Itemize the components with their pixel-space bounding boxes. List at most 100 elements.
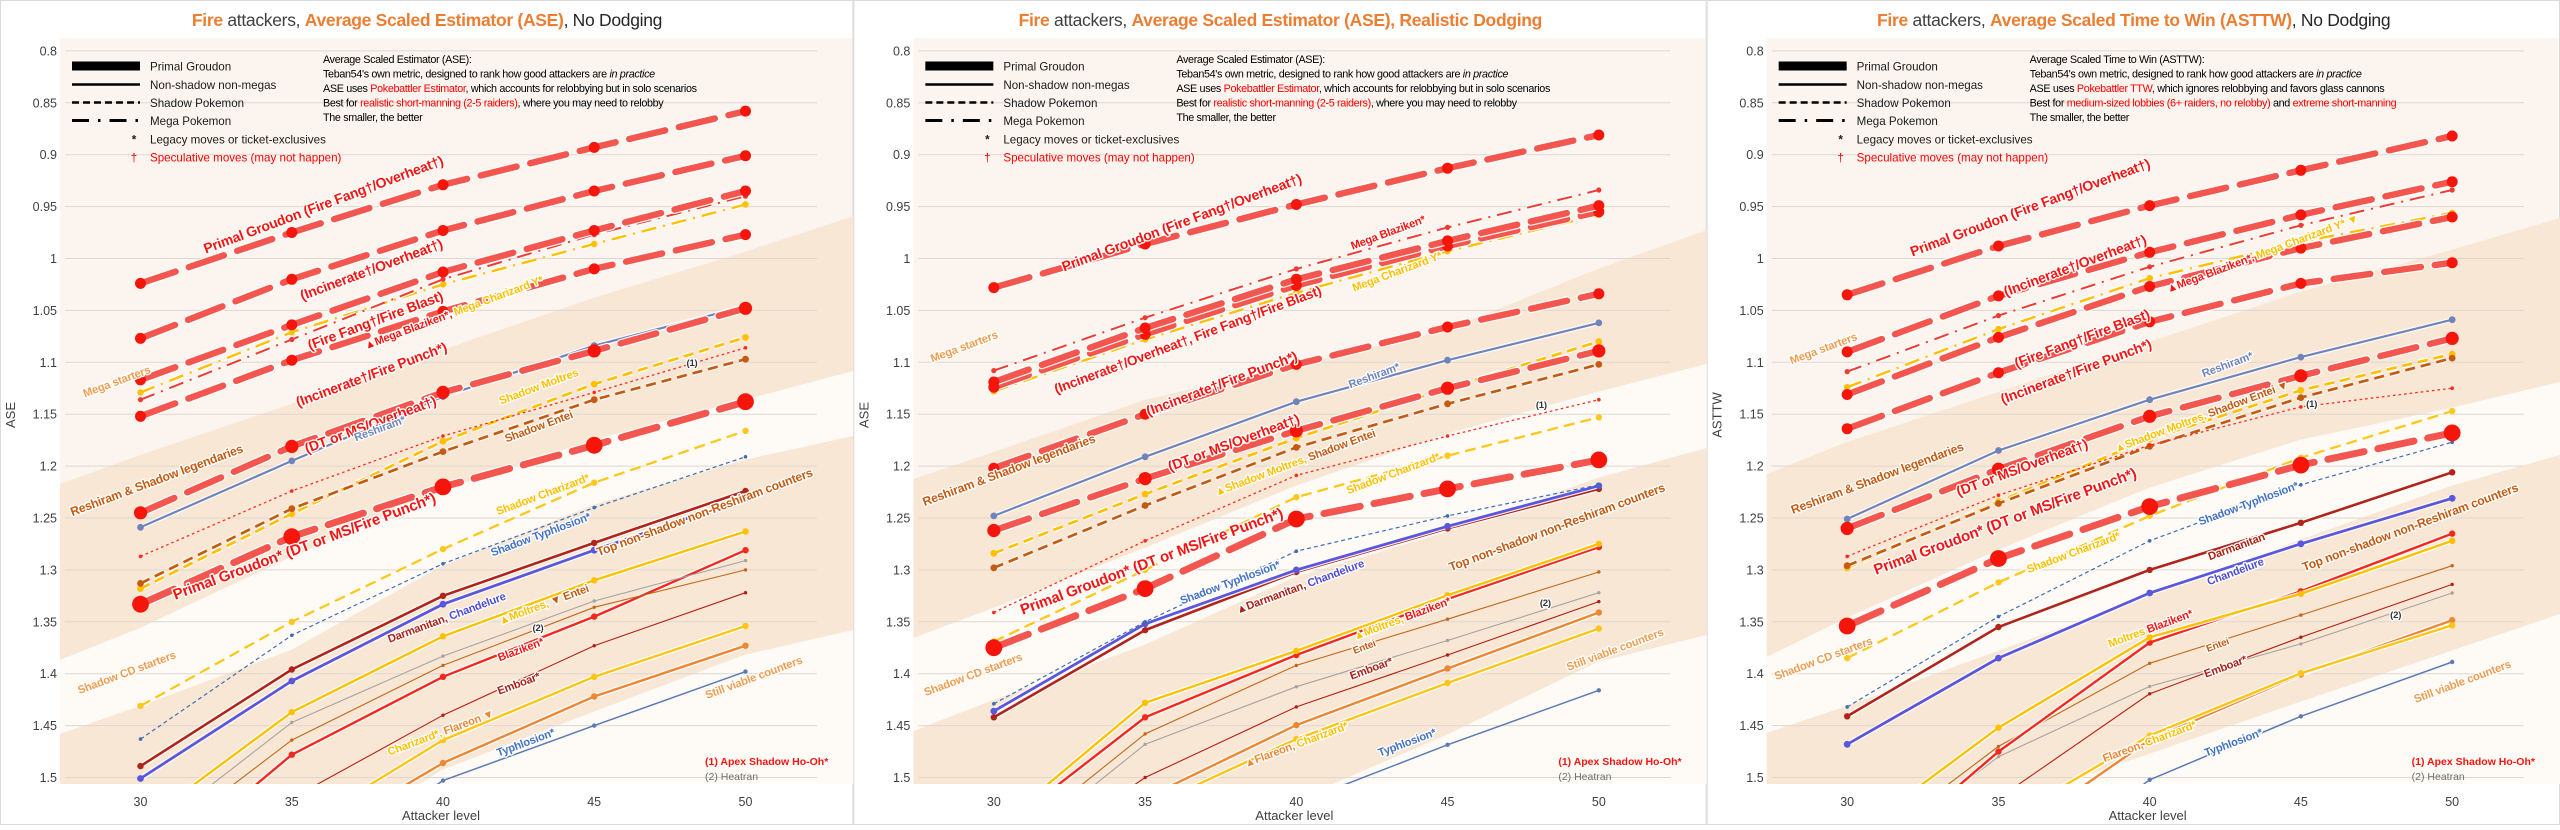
svg-text:1.1: 1.1 <box>893 356 910 370</box>
svg-text:Legacy moves or ticket-exclusi: Legacy moves or ticket-exclusives <box>150 134 326 147</box>
svg-text:30: 30 <box>134 795 148 809</box>
svg-text:0.85: 0.85 <box>33 96 57 110</box>
svg-text:Shadow Pokemon: Shadow Pokemon <box>1857 97 1951 110</box>
svg-text:ASE uses Pokebattler Estimator: ASE uses Pokebattler Estimator, which ac… <box>1176 83 1551 95</box>
svg-text:40: 40 <box>436 795 450 809</box>
svg-text:0.95: 0.95 <box>886 200 910 214</box>
svg-text:†: † <box>984 152 990 165</box>
svg-text:(1) Apex Shadow Ho-Oh*: (1) Apex Shadow Ho-Oh* <box>2412 756 2536 768</box>
svg-text:Fire attackers, Average Scaled: Fire attackers, Average Scaled Estimator… <box>192 10 662 30</box>
svg-text:(1) Apex Shadow Ho-Oh*: (1) Apex Shadow Ho-Oh* <box>1558 756 1682 768</box>
svg-text:1.3: 1.3 <box>40 563 57 577</box>
svg-text:1.45: 1.45 <box>886 719 910 733</box>
svg-text:1.4: 1.4 <box>893 667 910 681</box>
svg-text:1: 1 <box>903 252 910 266</box>
svg-text:1: 1 <box>50 252 57 266</box>
svg-text:Primal Groudon: Primal Groudon <box>1003 61 1084 74</box>
svg-text:1.5: 1.5 <box>40 771 57 785</box>
svg-text:1.1: 1.1 <box>1746 356 1763 370</box>
svg-text:†: † <box>131 152 137 165</box>
svg-text:0.9: 0.9 <box>40 148 57 162</box>
svg-text:(2): (2) <box>1540 598 1551 609</box>
svg-text:(2): (2) <box>2390 610 2401 621</box>
svg-text:Average Scaled Time to Win (AS: Average Scaled Time to Win (ASTTW): <box>2030 54 2205 66</box>
svg-text:The smaller, the better: The smaller, the better <box>1176 112 1276 124</box>
svg-text:1.2: 1.2 <box>40 460 57 474</box>
svg-text:1.2: 1.2 <box>893 460 910 474</box>
svg-text:1.2: 1.2 <box>1746 460 1763 474</box>
svg-text:(1): (1) <box>1536 400 1547 411</box>
svg-text:45: 45 <box>1441 795 1455 809</box>
svg-text:1.05: 1.05 <box>1739 304 1763 318</box>
svg-text:(1): (1) <box>686 358 697 369</box>
svg-text:Attacker level: Attacker level <box>402 808 480 823</box>
svg-text:1.25: 1.25 <box>33 512 57 526</box>
svg-text:Primal Groudon: Primal Groudon <box>1857 61 1938 74</box>
svg-text:Speculative moves (may not hap: Speculative moves (may not happen) <box>1857 152 2049 165</box>
svg-text:1.3: 1.3 <box>1746 563 1763 577</box>
svg-text:ASE: ASE <box>3 402 18 428</box>
svg-text:50: 50 <box>739 795 753 809</box>
svg-text:45: 45 <box>587 795 601 809</box>
svg-text:1.15: 1.15 <box>33 408 57 422</box>
svg-text:0.85: 0.85 <box>1739 96 1763 110</box>
svg-text:1.15: 1.15 <box>1739 408 1763 422</box>
svg-text:ASE uses Pokebattler Estimator: ASE uses Pokebattler Estimator, which ac… <box>323 83 698 95</box>
svg-text:35: 35 <box>1992 795 2006 809</box>
svg-text:0.8: 0.8 <box>1746 44 1763 58</box>
svg-text:1: 1 <box>1757 252 1764 266</box>
svg-text:The smaller, the better: The smaller, the better <box>323 112 423 124</box>
svg-text:1.1: 1.1 <box>40 356 57 370</box>
svg-text:Non-shadow non-megas: Non-shadow non-megas <box>1857 79 1984 92</box>
svg-text:(2) Heatran: (2) Heatran <box>705 771 758 783</box>
svg-text:0.8: 0.8 <box>893 44 910 58</box>
svg-text:1.35: 1.35 <box>1739 615 1763 629</box>
svg-text:50: 50 <box>2445 795 2459 809</box>
svg-text:Teban54's own metric, designed: Teban54's own metric, designed to rank h… <box>2030 69 2362 81</box>
svg-text:Average Scaled Estimator (ASE): Average Scaled Estimator (ASE): <box>1176 54 1325 66</box>
svg-text:Attacker level: Attacker level <box>1255 808 1333 823</box>
svg-text:†: † <box>1837 152 1843 165</box>
svg-text:1.4: 1.4 <box>1746 667 1763 681</box>
svg-text:0.9: 0.9 <box>893 148 910 162</box>
svg-text:0.8: 0.8 <box>40 44 57 58</box>
svg-text:1.4: 1.4 <box>40 667 57 681</box>
svg-text:0.95: 0.95 <box>33 200 57 214</box>
svg-text:ASE: ASE <box>856 402 871 428</box>
svg-text:40: 40 <box>1289 795 1303 809</box>
svg-text:Mega Pokemon: Mega Pokemon <box>1003 115 1084 128</box>
svg-text:1.35: 1.35 <box>886 615 910 629</box>
svg-text:*: * <box>985 134 990 147</box>
svg-text:35: 35 <box>1138 795 1152 809</box>
svg-text:1.45: 1.45 <box>1739 719 1763 733</box>
svg-text:0.9: 0.9 <box>1746 148 1763 162</box>
svg-text:Speculative moves (may not hap: Speculative moves (may not happen) <box>1003 152 1195 165</box>
svg-text:Non-shadow non-megas: Non-shadow non-megas <box>150 79 277 92</box>
svg-text:The smaller, the better: The smaller, the better <box>2030 112 2130 124</box>
svg-text:Average Scaled Estimator (ASE): Average Scaled Estimator (ASE): <box>323 54 472 66</box>
svg-text:40: 40 <box>2143 795 2157 809</box>
svg-text:(1) Apex Shadow Ho-Oh*: (1) Apex Shadow Ho-Oh* <box>705 756 829 768</box>
svg-text:1.25: 1.25 <box>1739 512 1763 526</box>
svg-text:30: 30 <box>987 795 1001 809</box>
svg-text:1.15: 1.15 <box>886 408 910 422</box>
svg-text:1.5: 1.5 <box>893 771 910 785</box>
svg-text:Legacy moves or ticket-exclusi: Legacy moves or ticket-exclusives <box>1003 134 1179 147</box>
svg-text:1.5: 1.5 <box>1746 771 1763 785</box>
svg-text:35: 35 <box>285 795 299 809</box>
svg-text:50: 50 <box>1592 795 1606 809</box>
svg-text:*: * <box>132 134 137 147</box>
svg-text:1.05: 1.05 <box>33 304 57 318</box>
svg-text:1.45: 1.45 <box>33 719 57 733</box>
svg-text:Attacker level: Attacker level <box>2109 808 2187 823</box>
svg-text:Teban54's own metric, designed: Teban54's own metric, designed to rank h… <box>323 69 655 81</box>
svg-text:Best for realistic short-manni: Best for realistic short-manning (2-5 ra… <box>323 98 664 110</box>
svg-text:1.35: 1.35 <box>33 615 57 629</box>
svg-text:(1): (1) <box>2306 399 2317 410</box>
svg-text:Fire attackers, Average Scaled: Fire attackers, Average Scaled Time to W… <box>1877 10 2390 30</box>
svg-text:Teban54's own metric, designed: Teban54's own metric, designed to rank h… <box>1176 69 1508 81</box>
svg-text:1.3: 1.3 <box>893 563 910 577</box>
svg-text:Best for medium-sized lobbies: Best for medium-sized lobbies (6+ raider… <box>2030 98 2397 110</box>
svg-text:Mega Pokemon: Mega Pokemon <box>150 115 231 128</box>
svg-text:(2) Heatran: (2) Heatran <box>2412 771 2465 783</box>
